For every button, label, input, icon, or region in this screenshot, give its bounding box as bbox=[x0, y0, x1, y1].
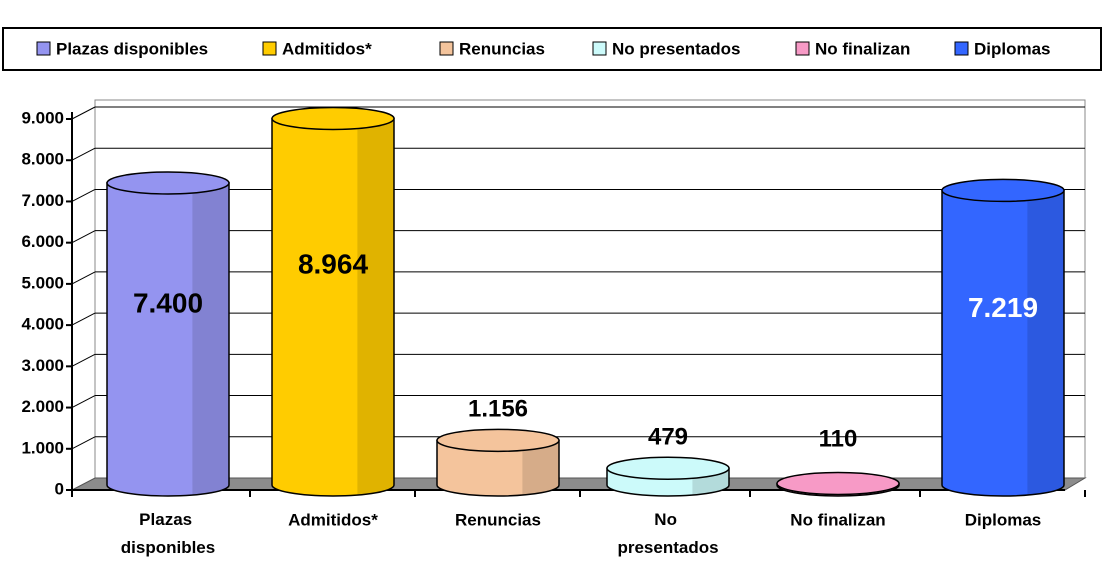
bar-body bbox=[271, 117, 395, 497]
bar-body bbox=[436, 439, 560, 497]
bar-top bbox=[606, 456, 730, 481]
x-tick-label: Admitidos* bbox=[288, 510, 378, 529]
bar-shade bbox=[192, 182, 229, 495]
legend-label: Renuncias bbox=[459, 39, 545, 58]
bar-top bbox=[106, 171, 230, 195]
y-tick-label: 6.000 bbox=[21, 232, 64, 251]
bar-shade bbox=[522, 440, 559, 495]
grid-line bbox=[71, 189, 96, 202]
legend-swatch bbox=[954, 41, 969, 56]
y-tick-label: 8.000 bbox=[21, 150, 64, 169]
x-tick-label: Renuncias bbox=[455, 510, 541, 529]
grid-line bbox=[71, 312, 96, 326]
legend-swatch bbox=[262, 41, 277, 56]
grid-line bbox=[71, 106, 96, 120]
legend-label: Plazas disponibles bbox=[56, 39, 208, 58]
legend-box bbox=[2, 27, 1102, 71]
y-tick-label: 3.000 bbox=[21, 356, 64, 375]
y-tick-label: 4.000 bbox=[21, 315, 64, 334]
x-tick-line: Plazas bbox=[139, 510, 197, 529]
x-tick-line: presentados bbox=[617, 538, 718, 557]
legend-swatch bbox=[592, 41, 607, 56]
value-label: 110 bbox=[819, 425, 858, 452]
bar-top bbox=[941, 178, 1065, 203]
y-tick-label: 9.000 bbox=[21, 108, 64, 127]
bar-body bbox=[106, 182, 230, 497]
value-label: 479 bbox=[648, 424, 688, 451]
back-wall bbox=[94, 99, 1086, 479]
x-tick-label: No finalizan bbox=[790, 510, 885, 529]
y-tick-label: 5.000 bbox=[21, 273, 64, 292]
bar-top bbox=[436, 428, 560, 453]
bar-shade bbox=[1027, 190, 1064, 495]
x-tick-label: Plazas disponibles bbox=[121, 510, 215, 557]
bar-top bbox=[271, 106, 395, 131]
grid-line bbox=[71, 395, 96, 408]
legend-swatch bbox=[795, 41, 810, 56]
grid-line bbox=[71, 436, 96, 450]
y-tick-label: 2.000 bbox=[21, 397, 64, 416]
legend-label: Diplomas bbox=[974, 39, 1051, 58]
bar-top bbox=[776, 471, 900, 496]
grid-line bbox=[71, 147, 96, 161]
legend-label: No presentados bbox=[612, 39, 740, 58]
grid-line bbox=[71, 230, 96, 244]
y-tick-label: 0 bbox=[55, 479, 64, 498]
grid-line bbox=[71, 271, 96, 285]
value-label: 7.219 bbox=[968, 292, 1038, 323]
value-label: 7.400 bbox=[133, 287, 203, 318]
legend-swatch bbox=[36, 41, 51, 56]
legend-label: Admitidos* bbox=[282, 39, 372, 58]
value-label: 1.156 bbox=[468, 396, 528, 423]
bar-body bbox=[941, 189, 1065, 497]
x-tick-label: Diplomas bbox=[965, 510, 1042, 529]
legend-label: No finalizan bbox=[815, 39, 910, 58]
bar-shade bbox=[357, 118, 394, 495]
grid-line bbox=[71, 353, 96, 367]
y-tick-label: 1.000 bbox=[21, 438, 64, 457]
y-tick-label: 7.000 bbox=[21, 191, 64, 210]
value-label: 8.964 bbox=[298, 249, 368, 280]
legend-swatch bbox=[439, 41, 454, 56]
x-tick-line: No bbox=[654, 510, 681, 529]
x-tick-line: disponibles bbox=[121, 538, 215, 557]
x-tick-label: No presentados bbox=[617, 510, 718, 557]
